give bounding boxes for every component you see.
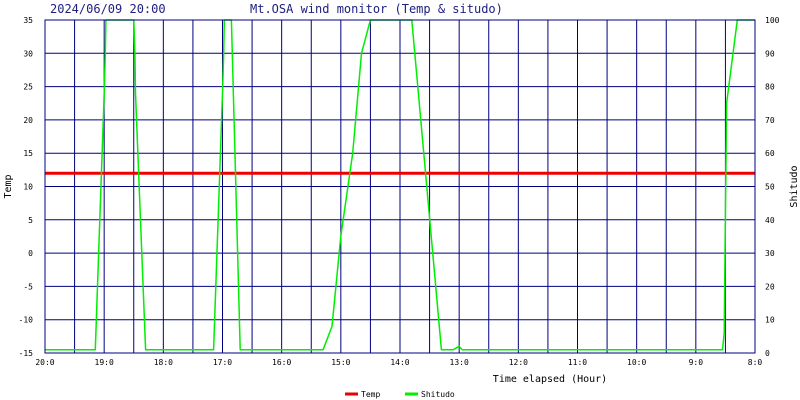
x-tick-label: 18:0 xyxy=(154,358,173,367)
x-tick-label: 9:0 xyxy=(689,358,704,367)
y2-tick-label: 50 xyxy=(765,183,775,192)
y2-tick-label: 10 xyxy=(765,316,775,325)
legend-item-temp-label: Temp xyxy=(361,390,380,399)
x-axis-label: Time elapsed (Hour) xyxy=(493,374,607,385)
x-tick-label: 19:0 xyxy=(95,358,114,367)
x-tick-label: 17:0 xyxy=(213,358,232,367)
grid-lines xyxy=(44,19,756,354)
x-tick-label: 10:0 xyxy=(627,358,646,367)
y2-tick-label: 60 xyxy=(765,149,775,158)
legend-item-shitudo-label: Shitudo xyxy=(421,390,455,399)
x-tick-label: 8:0 xyxy=(748,358,763,367)
y2-tick-label: 40 xyxy=(765,216,775,225)
chart-title: Mt.OSA wind monitor (Temp & situdo) xyxy=(250,2,503,16)
x-tick-label: 11:0 xyxy=(568,358,587,367)
y-tick-label: 10 xyxy=(23,183,33,192)
x-tick-label: 16:0 xyxy=(272,358,291,367)
y2-tick-label: 0 xyxy=(765,349,770,358)
x-tick-label: 20:0 xyxy=(35,358,54,367)
y-tick-label: 15 xyxy=(23,149,33,158)
series-lines xyxy=(45,19,755,351)
y-tick-label: -10 xyxy=(19,316,34,325)
y2-tick-label: 80 xyxy=(765,83,775,92)
y2-tick-label: 70 xyxy=(765,116,775,125)
y-tick-label: 5 xyxy=(28,216,33,225)
x-tick-label: 14:0 xyxy=(390,358,409,367)
y2-tick-label: 90 xyxy=(765,49,775,58)
shitudo-series-line xyxy=(45,19,755,351)
y-tick-label: 25 xyxy=(23,83,33,92)
y-tick-label: 20 xyxy=(23,116,33,125)
x-tick-label: 13:0 xyxy=(450,358,469,367)
x-tick-label: 15:0 xyxy=(331,358,350,367)
y-tick-label: 0 xyxy=(28,249,33,258)
x-tick-label: 12:0 xyxy=(509,358,528,367)
legend: Temp Shitudo xyxy=(345,390,455,399)
y-tick-label: -15 xyxy=(19,349,34,358)
y2-tick-label: 100 xyxy=(765,16,780,25)
y2-tick-label: 20 xyxy=(765,282,775,291)
y-tick-label: 35 xyxy=(23,16,33,25)
chart-datetime: 2024/06/09 20:00 xyxy=(50,2,166,16)
x-tick-labels: 20:0 19:0 18:0 17:0 16:0 15:0 14:0 13:0 12:0 11:0… xyxy=(35,358,762,367)
plot-frame xyxy=(44,19,756,354)
y-tick-labels: 35 30 25 20 15 10 5 0 -5 -10 -15 xyxy=(19,16,34,358)
y2-tick-label: 30 xyxy=(765,249,775,258)
y-tick-label: -5 xyxy=(23,282,33,291)
y-axis-label: Temp xyxy=(3,174,14,198)
y-tick-label: 30 xyxy=(23,49,33,58)
y2-axis-label: Shitudo xyxy=(789,165,800,207)
